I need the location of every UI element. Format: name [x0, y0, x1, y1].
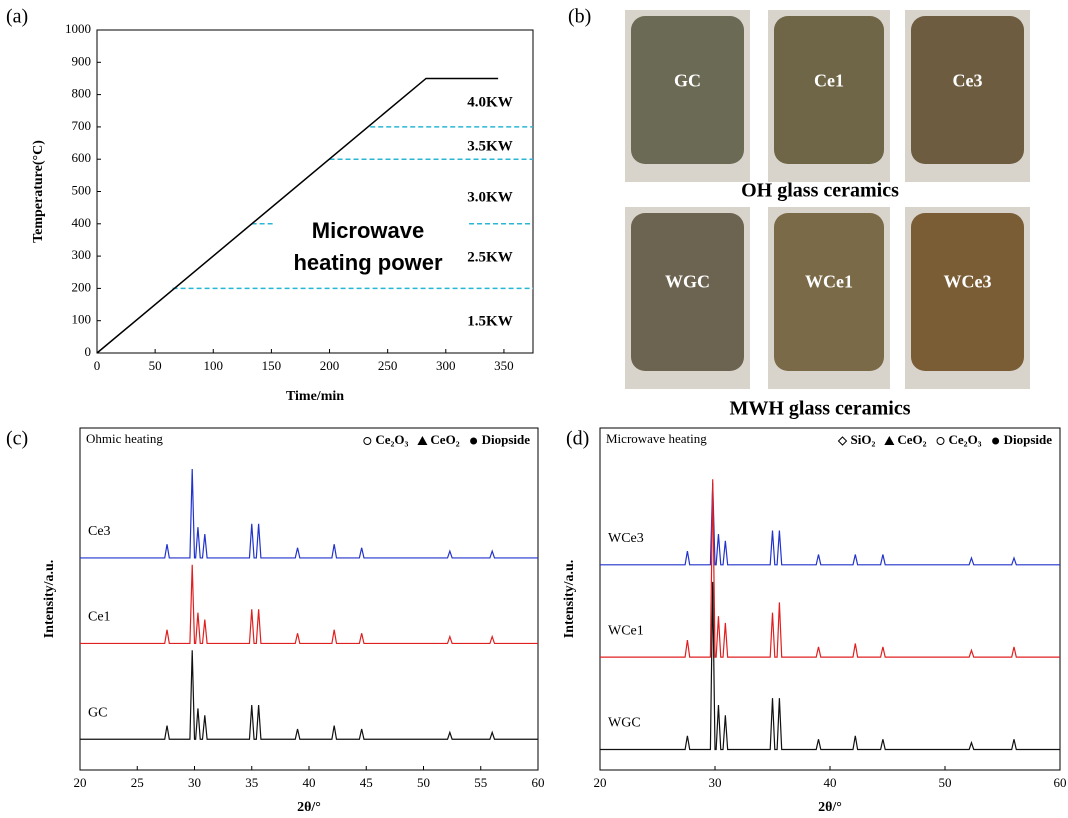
power-label: 1.5KW: [467, 313, 512, 329]
sample-name: WCe1: [805, 272, 853, 292]
xrd-pattern: [600, 581, 1060, 751]
y-tick-label: 200: [72, 279, 92, 294]
panel-title: Ohmic heating: [86, 431, 163, 446]
y-tick-label: 0: [85, 344, 92, 359]
y-tick-label: 700: [72, 118, 92, 133]
sample-tile: [774, 16, 884, 164]
x-tick-label: 20: [594, 775, 607, 790]
y-tick-label: 500: [72, 182, 92, 197]
y-tick-label: 100: [72, 312, 92, 327]
y-axis-label: Intensity/a.u.: [562, 560, 577, 639]
x-axis-label: 2θ/°: [818, 800, 842, 815]
x-tick-label: 300: [436, 358, 456, 373]
x-tick-label: 0: [94, 358, 101, 373]
x-tick-label: 60: [1054, 775, 1067, 790]
sample-label: Ce1: [88, 610, 111, 625]
legend-label: CeO₂: [897, 432, 926, 447]
x-tick-label: 50: [149, 358, 162, 373]
y-tick-label: 900: [72, 53, 92, 68]
marker-symbol: [884, 436, 895, 445]
x-tick-label: 50: [417, 775, 430, 790]
x-tick-label: 350: [494, 358, 514, 373]
sample-name: WCe3: [944, 272, 992, 292]
x-tick-label: 50: [939, 775, 952, 790]
photo-caption: OH glass ceramics: [741, 180, 899, 202]
y-tick-label: 300: [72, 247, 92, 262]
sample-label: WGC: [608, 716, 641, 731]
plot-frame: [79, 427, 539, 771]
sample-tile: [774, 213, 884, 371]
marker-symbol: [417, 436, 428, 445]
panel-title: Microwave heating: [606, 431, 707, 446]
sample-label: GC: [88, 705, 107, 720]
x-axis-label: 2θ/°: [297, 800, 321, 815]
x-tick-label: 200: [320, 358, 340, 373]
sample-name: WGC: [665, 272, 710, 292]
x-tick-label: 55: [474, 775, 487, 790]
y-tick-label: 400: [72, 215, 92, 230]
marker-symbol: [363, 437, 372, 445]
power-label: 3.0KW: [467, 189, 512, 205]
power-label: 4.0KW: [467, 94, 512, 110]
sample-tile: [631, 213, 744, 371]
sample-label: WCe3: [608, 531, 644, 546]
legend-label: Ce₂O₃: [375, 432, 408, 447]
panel-label: (b): [568, 6, 591, 28]
x-tick-label: 40: [303, 775, 316, 790]
panel-label: (c): [6, 428, 28, 450]
sample-label: WCe1: [608, 623, 644, 638]
xrd-pattern: [80, 650, 538, 740]
legend-label: SiO₂: [850, 432, 875, 447]
xrd-pattern: [80, 564, 538, 645]
x-tick-label: 250: [378, 358, 398, 373]
xrd-pattern: [600, 482, 1060, 566]
x-axis-label: Time/min: [286, 389, 344, 404]
sample-name: GC: [674, 70, 701, 90]
legend-label: CeO₂: [430, 432, 459, 447]
sample-label: Ce3: [88, 524, 111, 539]
y-tick-label: 600: [72, 150, 92, 165]
x-tick-label: 20: [74, 775, 87, 790]
annotation: Microwave: [312, 218, 425, 243]
panel-label: (a): [6, 6, 28, 28]
x-tick-label: 25: [131, 775, 144, 790]
x-tick-label: 30: [709, 775, 722, 790]
power-label: 3.5KW: [467, 138, 512, 154]
sample-tile: [911, 16, 1024, 164]
marker-symbol: [470, 437, 478, 445]
xrd-pattern: [600, 479, 1060, 658]
sample-name: Ce3: [953, 70, 983, 90]
x-tick-label: 40: [824, 775, 837, 790]
y-axis-label: Intensity/a.u.: [42, 560, 57, 639]
legend-label: Diopside: [1004, 432, 1053, 447]
xrd-pattern: [80, 469, 538, 559]
marker-symbol: [837, 436, 848, 446]
sample-tile: [911, 213, 1024, 371]
marker-symbol: [936, 437, 945, 445]
x-tick-label: 35: [245, 775, 258, 790]
y-tick-label: 800: [72, 86, 92, 101]
power-label: 2.5KW: [467, 249, 512, 265]
x-tick-label: 45: [360, 775, 373, 790]
y-tick-label: 1000: [65, 21, 91, 36]
annotation: heating power: [293, 250, 443, 275]
x-tick-label: 30: [188, 775, 201, 790]
legend-label: Ce₂O₃: [949, 432, 982, 447]
y-axis-label: Temperature(°C): [31, 140, 46, 243]
x-tick-label: 150: [262, 358, 282, 373]
temperature-line: [96, 77, 499, 354]
legend-label: Diopside: [482, 432, 531, 447]
sample-name: Ce1: [814, 70, 844, 90]
x-tick-label: 100: [204, 358, 224, 373]
x-tick-label: 60: [532, 775, 545, 790]
sample-tile: [631, 16, 744, 164]
plot-frame: [599, 427, 1061, 771]
panel-label: (d): [566, 428, 589, 450]
photo-caption: MWH glass ceramics: [729, 398, 910, 420]
marker-symbol: [992, 437, 1000, 445]
